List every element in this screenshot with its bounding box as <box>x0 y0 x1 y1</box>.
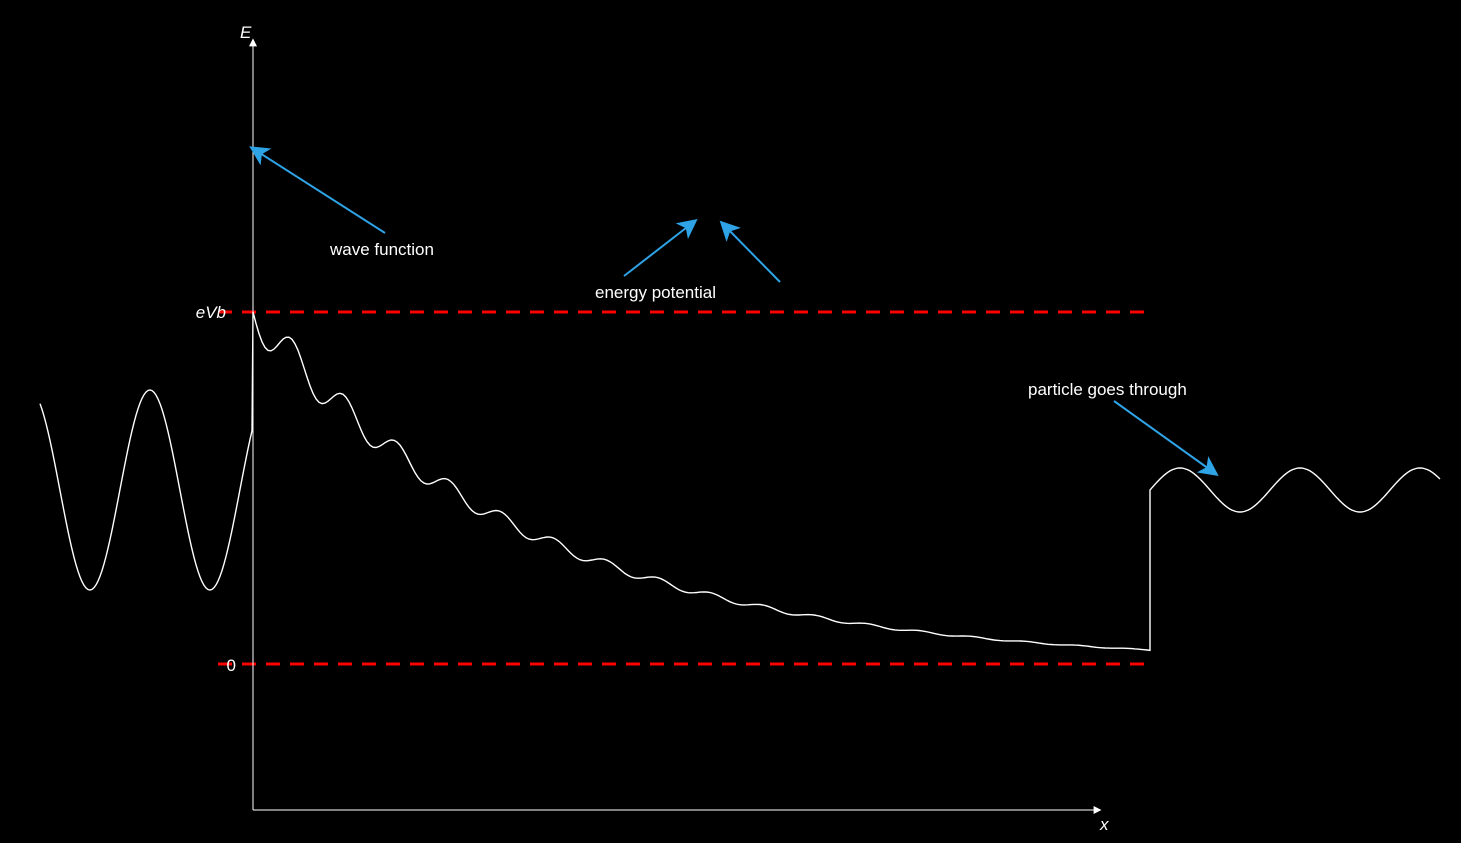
y-tick-zero: 0 <box>227 656 236 675</box>
wavefunction-arrow <box>252 148 385 233</box>
potential-arrow-left <box>624 221 695 276</box>
x-axis-label: x <box>1099 815 1109 834</box>
y-axis-label: E <box>240 23 252 42</box>
tunneling-diagram: eVb 0 E x wave function energy potential p… <box>0 0 1461 843</box>
transmitted-arrow <box>1114 401 1216 474</box>
wavefunction-arrow-label: wave function <box>329 240 434 259</box>
transmitted-arrow-label: particle goes through <box>1028 380 1187 399</box>
potential-arrow-right <box>722 223 780 282</box>
potential-arrow-left-label: energy potential <box>595 283 716 302</box>
wavefunction-curve <box>40 312 1440 650</box>
y-tick-eVb: eVb <box>196 303 226 322</box>
